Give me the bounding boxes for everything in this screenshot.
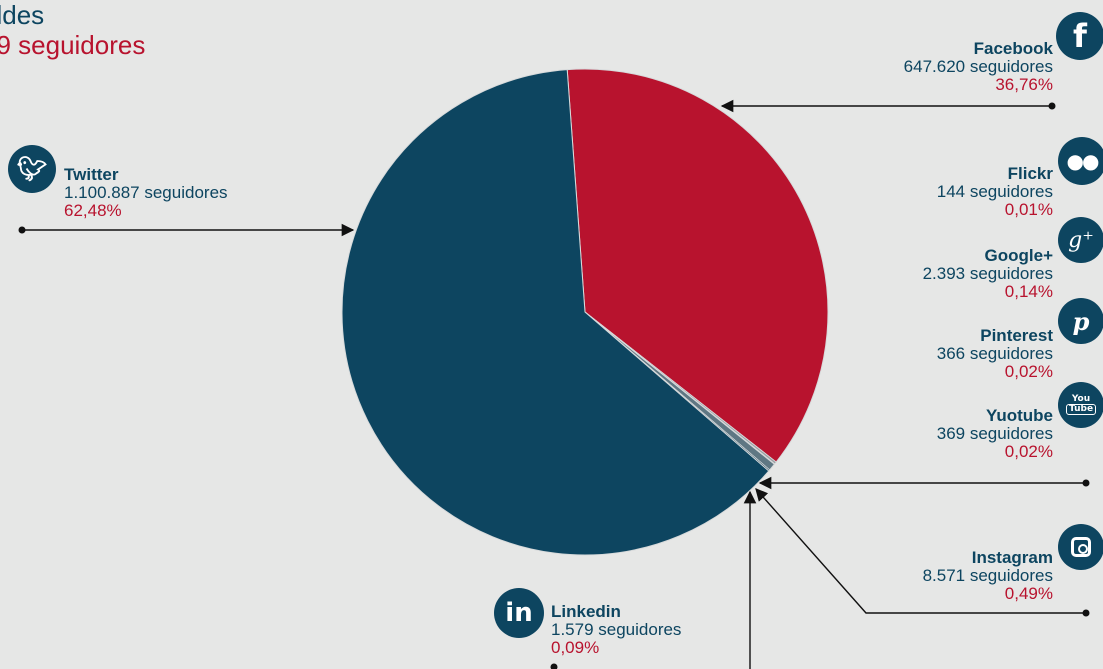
youtube-name: Yuotube xyxy=(985,406,1053,425)
linkedin-dot-connector-dot xyxy=(550,663,558,669)
linkedin-followers: 1.579 seguidores xyxy=(551,620,682,639)
flickr-percent: 0,01% xyxy=(1004,200,1053,219)
pinterest-followers: 366 seguidores xyxy=(936,344,1053,363)
pinterest-label: Pinterest 366 seguidores 0,02% xyxy=(937,327,1053,381)
twitter-name: Twitter xyxy=(64,165,119,184)
googleplus-percent: 0,14% xyxy=(1004,282,1053,301)
page-title: aldes xyxy=(0,0,45,30)
flickr-label: Flickr 144 seguidores 0,01% xyxy=(937,165,1053,219)
pinterest-name: Pinterest xyxy=(980,326,1053,345)
flickr-followers: 144 seguidores xyxy=(936,182,1053,201)
pie-slice-facebook xyxy=(566,68,829,463)
instagram-label: Instagram 8.571 seguidores 0,49% xyxy=(923,549,1053,603)
twitter-icon: 🐦︎ xyxy=(8,145,56,193)
twitter-followers: 1.100.887 seguidores xyxy=(64,183,228,202)
total-followers: 29 seguidores xyxy=(0,30,146,60)
facebook-connector-dot xyxy=(1048,102,1056,110)
linkedin-percent: 0,09% xyxy=(551,638,600,657)
twitter-connector-dot xyxy=(18,226,26,234)
twitter-label: Twitter 1.100.887 seguidores 62,48% xyxy=(64,166,228,220)
pie-slice-twitter xyxy=(341,69,770,556)
facebook-followers: 647.620 seguidores xyxy=(903,57,1053,76)
facebook-name: Facebook xyxy=(973,39,1053,58)
facebook-label: Facebook 647.620 seguidores 36,76% xyxy=(904,40,1053,94)
linkedin-label: Linkedin 1.579 seguidores 0,09% xyxy=(551,603,681,657)
instagram-percent: 0,49% xyxy=(1004,584,1053,603)
linkedin-icon: in xyxy=(494,588,544,638)
google-plus-icon: g⁺ xyxy=(1058,217,1103,263)
twitter-percent: 62,48% xyxy=(64,201,122,220)
googleplus-name: Google+ xyxy=(984,246,1053,265)
flickr-name: Flickr xyxy=(1007,164,1053,183)
facebook-percent: 36,76% xyxy=(995,75,1053,94)
instagram-name: Instagram xyxy=(971,548,1053,567)
youtube-followers: 369 seguidores xyxy=(936,424,1053,443)
pinterest-percent: 0,02% xyxy=(1004,362,1053,381)
flickr-icon: ●● xyxy=(1058,137,1103,185)
linkedin-name: Linkedin xyxy=(551,602,621,621)
pinterest-icon: p xyxy=(1058,298,1103,344)
instagram-icon xyxy=(1058,524,1103,570)
googleplus-followers: 2.393 seguidores xyxy=(922,264,1053,283)
youtube-label: Yuotube 369 seguidores 0,02% xyxy=(937,407,1053,461)
instagram-connector-dot xyxy=(1082,609,1090,617)
instagram-followers: 8.571 seguidores xyxy=(922,566,1053,585)
youtube-percent: 0,02% xyxy=(1004,442,1053,461)
facebook-icon: f xyxy=(1056,12,1103,60)
googleplus-label: Google+ 2.393 seguidores 0,14% xyxy=(923,247,1053,301)
instagram-connector xyxy=(755,488,1086,614)
small-networks-connector-dot xyxy=(1082,479,1090,487)
youtube-icon: You Tube xyxy=(1058,382,1103,428)
